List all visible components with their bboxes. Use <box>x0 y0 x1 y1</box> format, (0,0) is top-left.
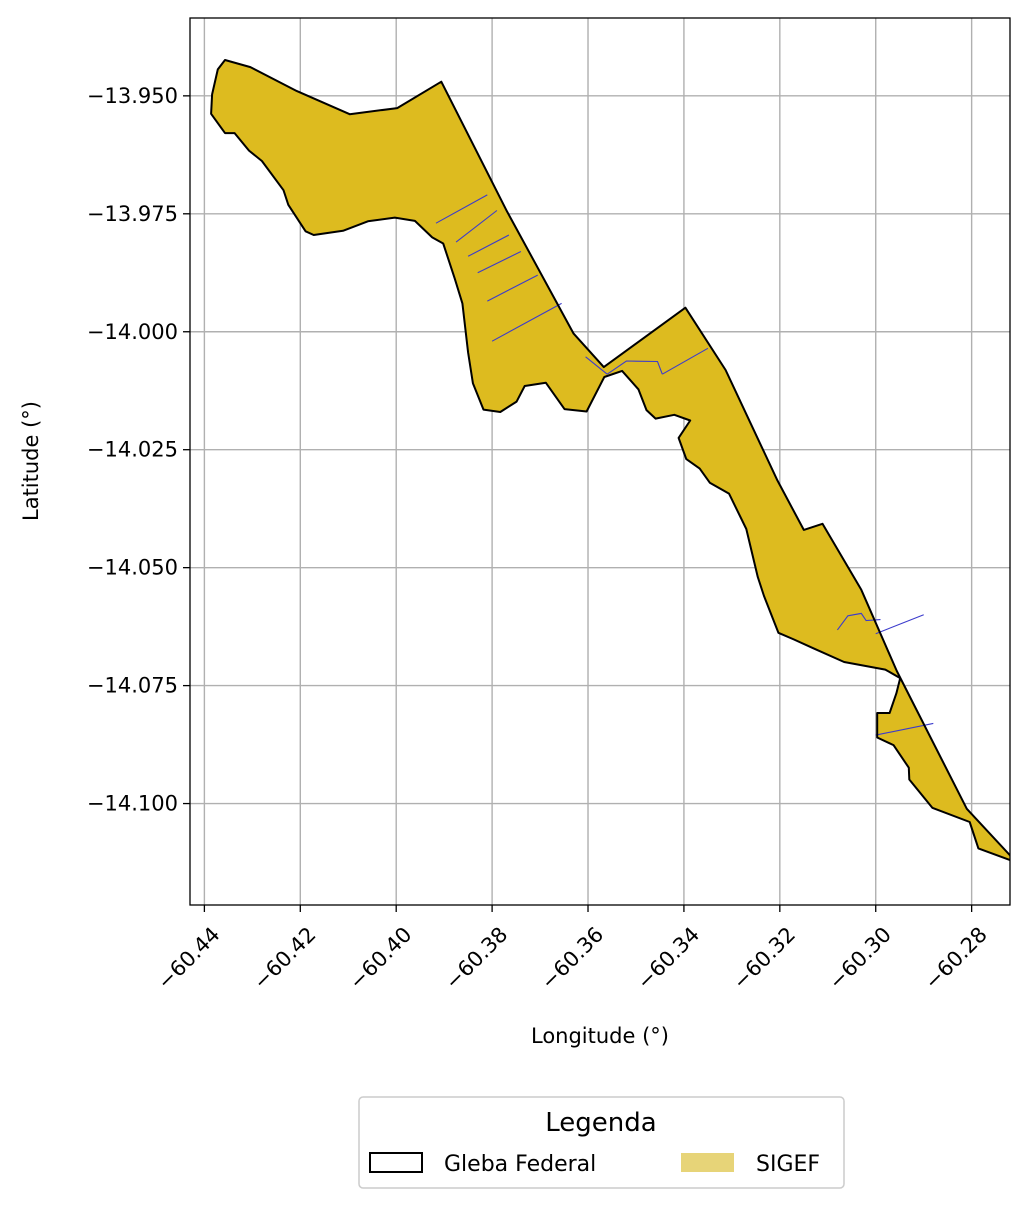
x-tick-label: −60.36 <box>536 922 608 994</box>
legend-title: Legenda <box>545 1108 656 1138</box>
y-tick-label: −14.025 <box>87 438 178 462</box>
sigef-parcel-boundary <box>487 274 538 302</box>
sigef-parcel-boundary <box>585 356 608 375</box>
legend-label-gleba: Gleba Federal <box>444 1152 596 1177</box>
y-tick-label: −14.075 <box>87 674 178 698</box>
legend-label-sigef: SIGEF <box>756 1152 820 1177</box>
sigef-parcels-fill <box>211 60 1010 861</box>
sigef-parcel-boundary <box>875 614 924 635</box>
map-polygons <box>210 59 1010 862</box>
x-tick-label: −60.34 <box>632 922 704 994</box>
sigef-parcel-boundary <box>491 302 562 342</box>
y-tick-label: −14.000 <box>87 320 178 344</box>
legend-swatch-sigef <box>681 1153 734 1172</box>
y-tick-label: −13.975 <box>87 202 178 226</box>
legend: Legenda Gleba Federal SIGEF <box>358 1096 845 1189</box>
x-tick-label: −60.40 <box>345 922 417 994</box>
y-tick-label: −14.100 <box>87 792 178 816</box>
sigef-parcel-boundary <box>662 347 709 375</box>
sigef-parcel-boundary <box>435 194 488 224</box>
x-tick-label: −60.42 <box>249 922 321 994</box>
gleba-federal-outline <box>210 59 1010 862</box>
x-axis-title: Longitude (°) <box>531 1024 669 1048</box>
y-tick-label: −14.050 <box>87 556 178 580</box>
plot-frame <box>189 17 1011 906</box>
sigef-parcel-boundary <box>455 210 498 243</box>
y-axis-title: Latitude (°) <box>19 401 43 521</box>
x-tick-label: −60.32 <box>728 922 800 994</box>
x-tick-label: −60.28 <box>920 922 992 994</box>
x-tick-label: −60.30 <box>824 922 896 994</box>
sigef-parcel-boundary <box>606 360 663 375</box>
sigef-parcel-boundary <box>467 234 510 257</box>
x-tick-label: −60.38 <box>440 922 512 994</box>
x-tick-label: −60.44 <box>153 922 225 994</box>
legend-swatch-gleba <box>369 1152 423 1173</box>
sigef-parcel-boundary <box>477 251 522 274</box>
y-tick-label: −13.950 <box>87 84 178 108</box>
sigef-parcel-boundary <box>836 612 881 631</box>
